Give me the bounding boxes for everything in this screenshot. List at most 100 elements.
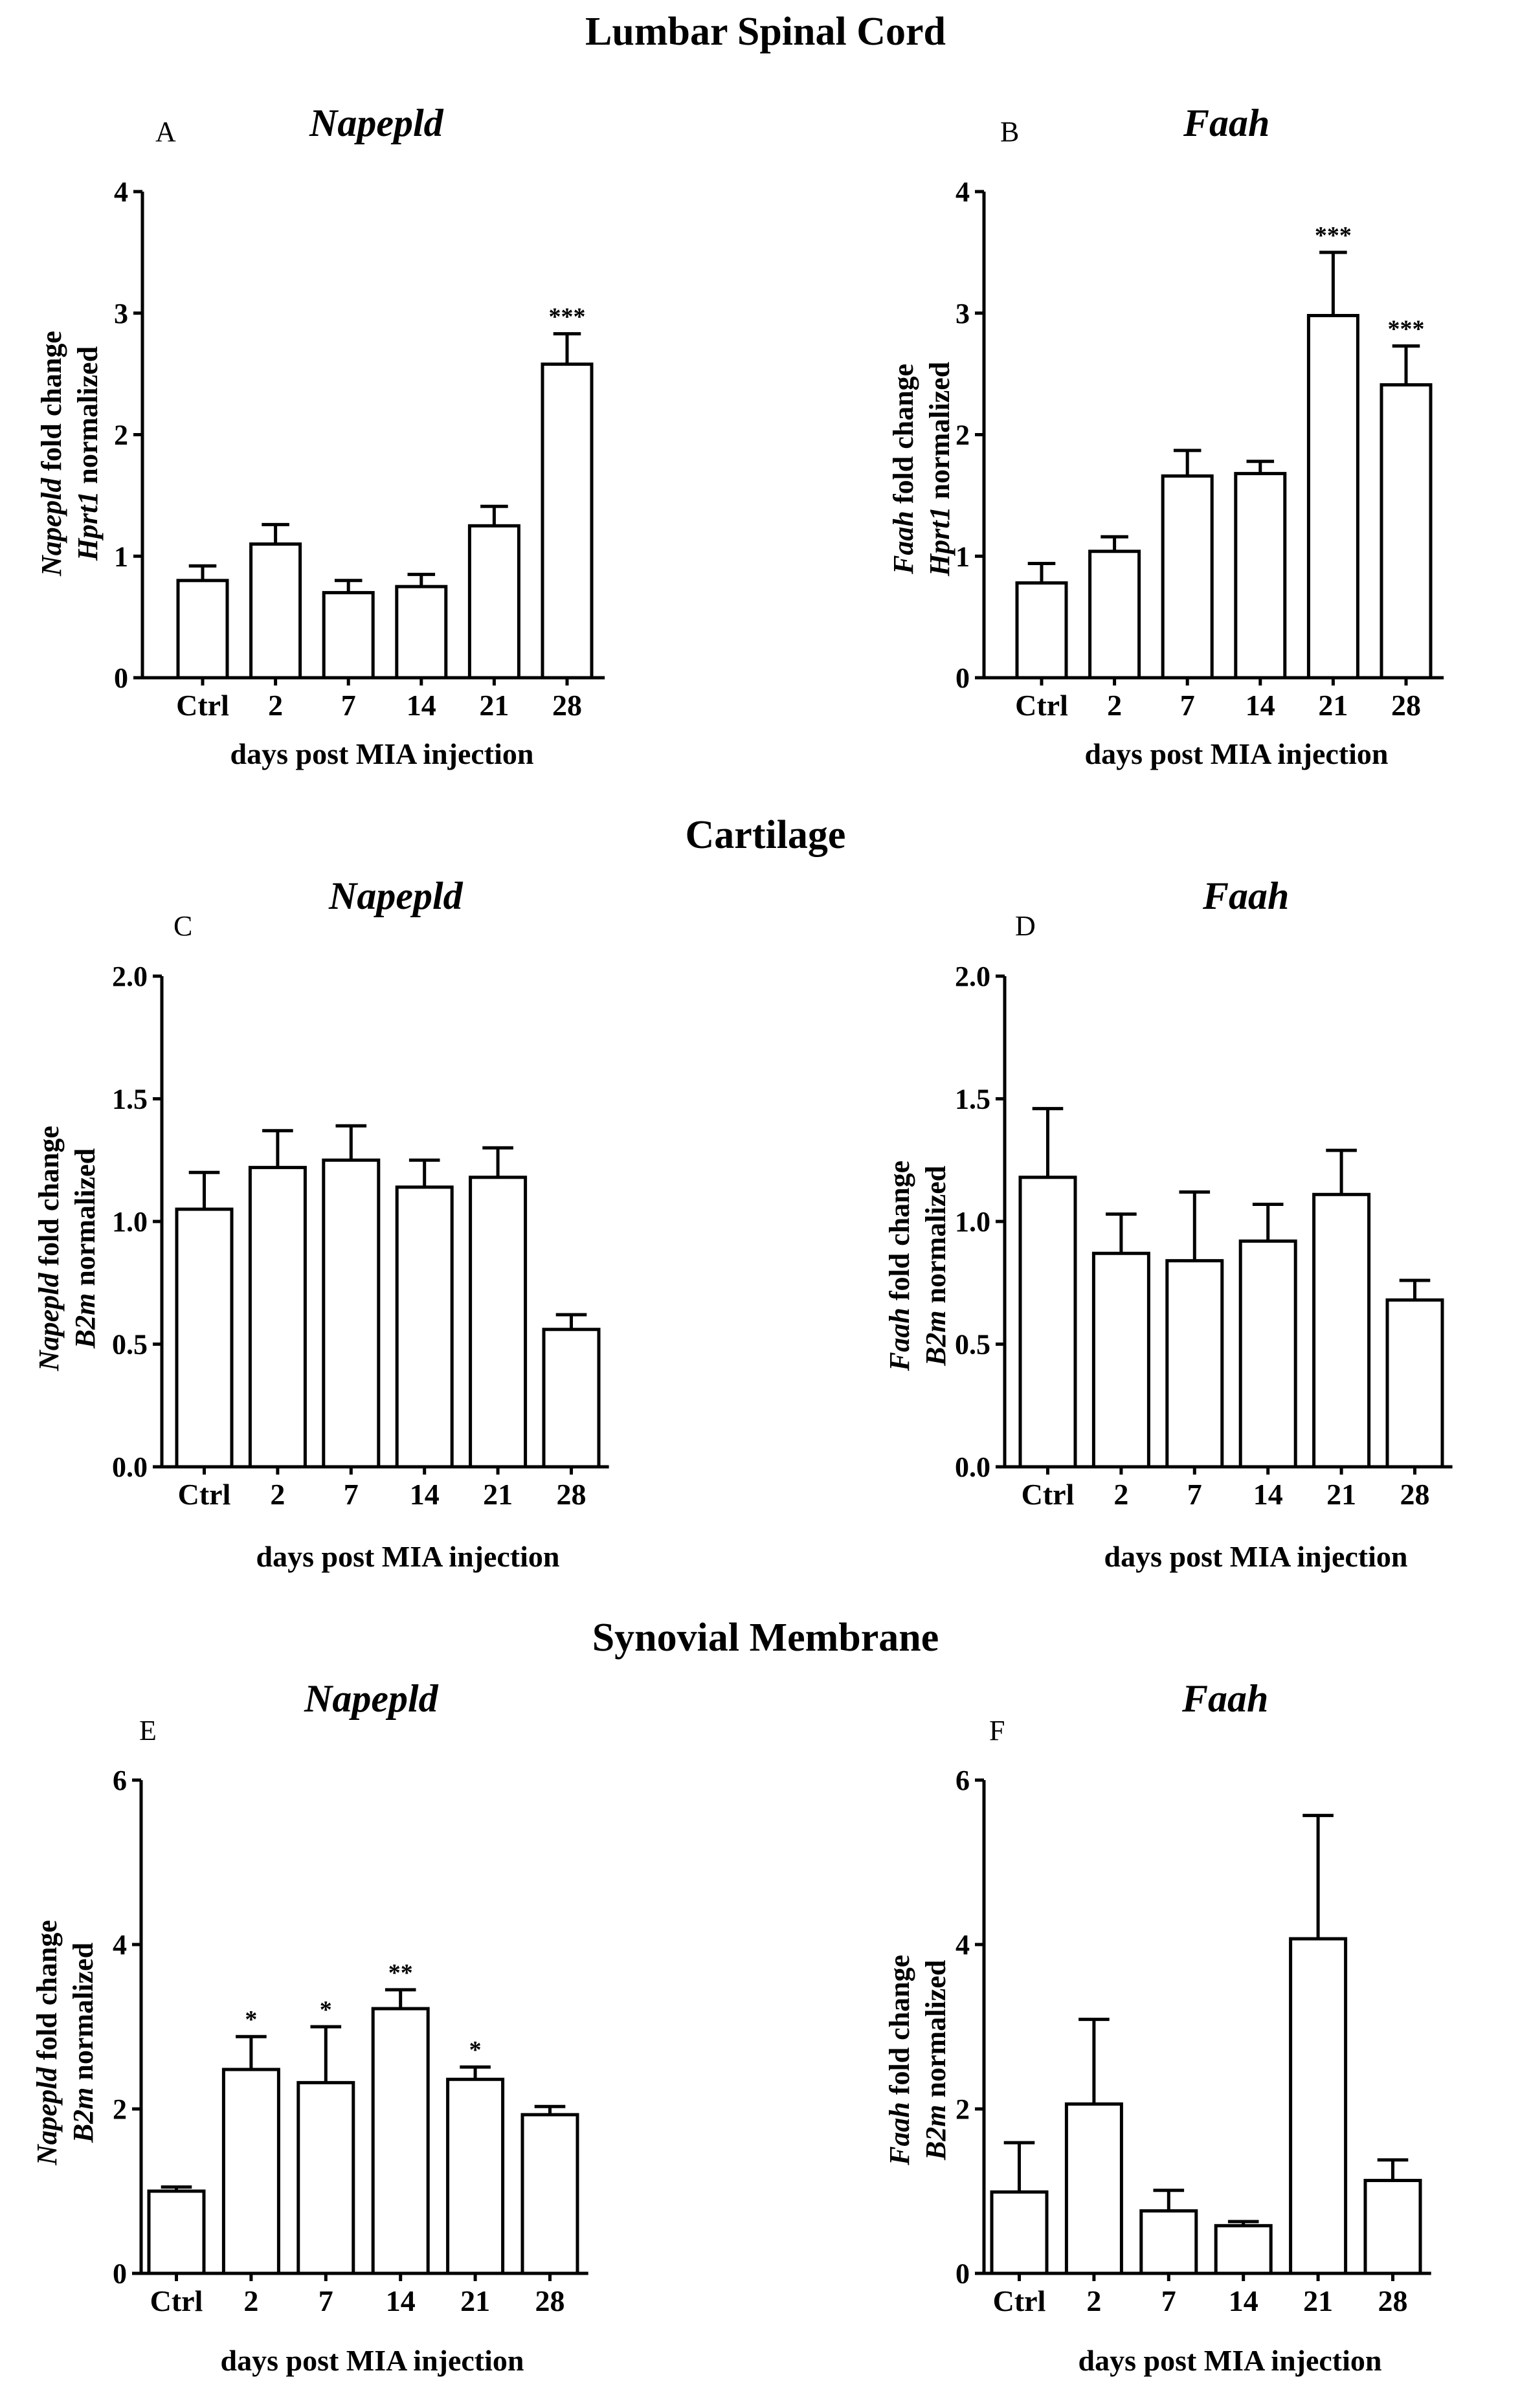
panel-f-letter: F xyxy=(989,1715,1005,1746)
panel-b-xlabel: days post MIA injection xyxy=(1084,737,1389,770)
panel-b-category-label: 7 xyxy=(1180,689,1195,722)
panel-f-category-label: 21 xyxy=(1303,2284,1333,2317)
panel-f-xlabel: days post MIA injection xyxy=(1078,2344,1382,2377)
panel-a-significance-label: *** xyxy=(549,304,586,331)
panel-c-ytick-label: 0.5 xyxy=(112,1329,148,1361)
panel-b-category-label: 14 xyxy=(1246,689,1275,722)
section-title-lumbar: Lumbar Spinal Cord xyxy=(585,10,946,54)
panel-f-bar xyxy=(1289,1937,1348,2275)
panel-b-significance-label: *** xyxy=(1315,222,1352,249)
panel-e-xlabel: days post MIA injection xyxy=(220,2344,524,2377)
panel-e-significance-label: ** xyxy=(388,1959,413,1987)
panel-c-category-label: Ctrl xyxy=(178,1478,231,1511)
panel-f-bar xyxy=(990,2190,1049,2275)
panel-b-category-label: 28 xyxy=(1391,689,1421,722)
panel-a-ytick-label: 4 xyxy=(114,176,128,208)
panel-e-title: Napepld xyxy=(304,1677,438,1720)
panel-a-xlabel: days post MIA injection xyxy=(230,737,534,770)
panel-e-category-label: Ctrl xyxy=(150,2284,203,2317)
panel-b-title: Faah xyxy=(1183,102,1270,144)
panel-a-bar xyxy=(322,591,375,680)
panel-a-category-label: 28 xyxy=(552,689,582,722)
panel-b-bar xyxy=(1306,314,1359,680)
section-title-synovial: Synovial Membrane xyxy=(592,1616,939,1660)
panel-b-significance-label: *** xyxy=(1388,315,1425,342)
panel-c-bar xyxy=(248,1166,307,1469)
panel-c-bar xyxy=(395,1185,454,1469)
panel-d-ytick-label: 2.0 xyxy=(955,961,990,992)
panel-d-ytick-label: 0.0 xyxy=(955,1451,990,1483)
panel-f-ytick-label: 4 xyxy=(955,1929,970,1961)
panel-c-category-label: 14 xyxy=(410,1478,440,1511)
panel-a-category-label: 21 xyxy=(479,689,509,722)
panel-f-ytick-label: 6 xyxy=(955,1765,970,1796)
panel-a-title: Napepld xyxy=(309,102,443,144)
panel-f-bar xyxy=(1064,2102,1123,2275)
panel-f-ytick-label: 0 xyxy=(955,2258,970,2290)
panel-c-category-label: 21 xyxy=(483,1478,513,1511)
panel-e-bar xyxy=(520,2113,579,2275)
panel-b-ytick-label: 1 xyxy=(955,541,970,572)
panel-e-category-label: 7 xyxy=(318,2284,333,2317)
panel-a-ytick-label: 1 xyxy=(114,541,128,572)
panel-e-bar xyxy=(296,2080,355,2275)
panel-b-bar xyxy=(1234,472,1287,680)
panel-d-category-label: 2 xyxy=(1113,1478,1128,1511)
panel-a-category-label: 2 xyxy=(268,689,283,722)
panel-a-category-label: 7 xyxy=(341,689,356,722)
panel-d-ytick-label: 0.5 xyxy=(955,1329,990,1361)
panel-b-bar xyxy=(1380,383,1433,680)
panel-f-bar xyxy=(1139,2209,1198,2275)
panel-e-ytick-label: 2 xyxy=(113,2093,127,2125)
panel-f-ytick-label: 2 xyxy=(955,2093,970,2125)
panel-e-letter: E xyxy=(139,1715,157,1746)
panel-e-significance-label: * xyxy=(469,2036,482,2064)
panel-f-category-label: Ctrl xyxy=(993,2284,1046,2317)
panel-d-category-label: 7 xyxy=(1187,1478,1202,1511)
panel-e-bar xyxy=(221,2068,280,2275)
panel-d-bar xyxy=(1312,1192,1371,1469)
panel-f-bar xyxy=(1363,2178,1422,2275)
panel-f-bar xyxy=(1214,2224,1273,2275)
panel-a-ytick-label: 2 xyxy=(114,419,128,451)
panel-b-category-label: Ctrl xyxy=(1015,689,1068,722)
panel-d-category-label: 14 xyxy=(1253,1478,1283,1511)
panel-c-ytick-label: 1.5 xyxy=(112,1084,148,1115)
panel-d-bar xyxy=(1165,1259,1224,1469)
panel-f-category-label: 2 xyxy=(1086,2284,1101,2317)
panel-b-ytick-label: 3 xyxy=(955,298,970,329)
panel-a-category-label: 14 xyxy=(407,689,436,722)
panel-d-letter: D xyxy=(1015,910,1036,942)
panel-b-ytick-label: 2 xyxy=(955,419,970,451)
panel-c-bar xyxy=(322,1158,381,1469)
panel-e-ytick-label: 4 xyxy=(113,1929,127,1961)
panel-c-category-label: 7 xyxy=(344,1478,359,1511)
panel-b-bar xyxy=(1161,474,1214,680)
panel-e-ytick-label: 0 xyxy=(113,2258,127,2290)
panel-e-bar xyxy=(446,2077,505,2275)
panel-b-ytick-label: 0 xyxy=(955,662,970,694)
panel-e-category-label: 21 xyxy=(460,2284,490,2317)
panel-c-letter: C xyxy=(173,910,193,942)
panel-d-ytick-label: 1.5 xyxy=(955,1084,990,1115)
panel-d-category-label: Ctrl xyxy=(1022,1478,1075,1511)
panel-c-category-label: 28 xyxy=(557,1478,587,1511)
panel-d-bar xyxy=(1091,1251,1150,1469)
panel-c-ytick-label: 1.0 xyxy=(112,1206,148,1238)
panel-e-significance-label: * xyxy=(245,2006,257,2033)
panel-e-bar xyxy=(147,2189,206,2275)
panel-e-bar xyxy=(371,2007,430,2275)
panel-d-bar xyxy=(1385,1298,1444,1469)
panel-e-significance-label: * xyxy=(320,1996,332,2023)
panel-e-category-label: 14 xyxy=(386,2284,416,2317)
panel-a-bar xyxy=(176,579,229,680)
panel-a-ytick-label: 3 xyxy=(114,298,128,329)
panel-c-bar xyxy=(542,1328,601,1469)
panel-c-bar xyxy=(175,1207,234,1469)
panel-d-ytick-label: 1.0 xyxy=(955,1206,990,1238)
panel-a-letter: A xyxy=(155,116,176,148)
panel-c-title: Napepld xyxy=(329,875,463,917)
panel-e-ytick-label: 6 xyxy=(113,1765,127,1796)
panel-b-bar xyxy=(1015,581,1068,680)
